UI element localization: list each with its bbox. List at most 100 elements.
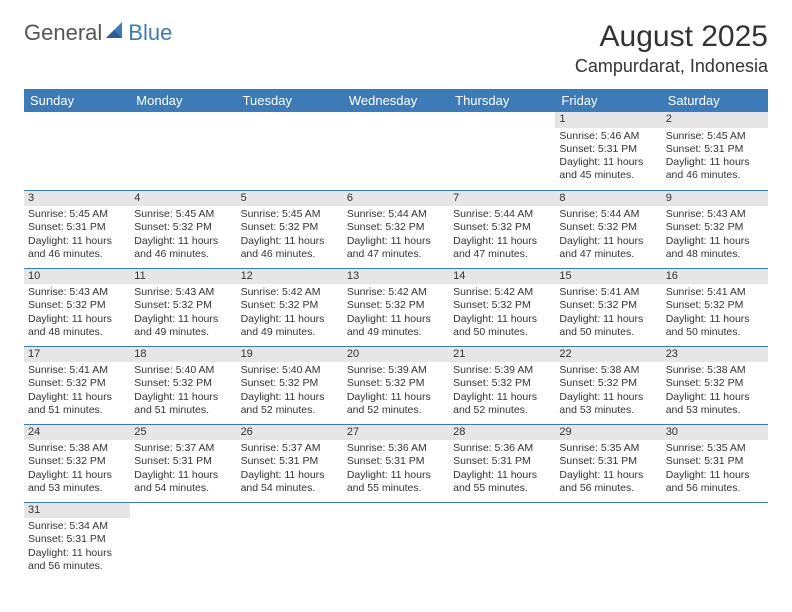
day-details: Sunrise: 5:40 AMSunset: 5:32 PMDaylight:…: [130, 362, 236, 421]
logo: General Blue: [24, 20, 172, 46]
daylight-line: Daylight: 11 hours and 55 minutes.: [453, 469, 551, 495]
day-details: Sunrise: 5:39 AMSunset: 5:32 PMDaylight:…: [449, 362, 555, 421]
sunrise-line: Sunrise: 5:39 AM: [453, 364, 551, 377]
sunset-line: Sunset: 5:31 PM: [28, 221, 126, 234]
sunset-line: Sunset: 5:32 PM: [453, 299, 551, 312]
sunrise-line: Sunrise: 5:41 AM: [666, 286, 764, 299]
daylight-line: Daylight: 11 hours and 53 minutes.: [28, 469, 126, 495]
calendar-cell: 6Sunrise: 5:44 AMSunset: 5:32 PMDaylight…: [343, 190, 449, 268]
logo-text-blue: Blue: [128, 20, 172, 46]
sunrise-line: Sunrise: 5:35 AM: [559, 442, 657, 455]
sunset-line: Sunset: 5:31 PM: [241, 455, 339, 468]
sunrise-line: Sunrise: 5:43 AM: [666, 208, 764, 221]
sunset-line: Sunset: 5:31 PM: [453, 455, 551, 468]
logo-text-general: General: [24, 20, 102, 46]
sunset-line: Sunset: 5:31 PM: [559, 143, 657, 156]
daylight-line: Daylight: 11 hours and 46 minutes.: [241, 235, 339, 261]
daylight-line: Daylight: 11 hours and 56 minutes.: [28, 547, 126, 573]
day-number: 21: [449, 347, 555, 363]
day-details: Sunrise: 5:42 AMSunset: 5:32 PMDaylight:…: [237, 284, 343, 343]
day-number: 30: [662, 425, 768, 441]
day-number: 28: [449, 425, 555, 441]
calendar-cell: 20Sunrise: 5:39 AMSunset: 5:32 PMDayligh…: [343, 346, 449, 424]
sunrise-line: Sunrise: 5:38 AM: [28, 442, 126, 455]
sunset-line: Sunset: 5:31 PM: [666, 143, 764, 156]
calendar-cell: [343, 502, 449, 580]
calendar-cell: 19Sunrise: 5:40 AMSunset: 5:32 PMDayligh…: [237, 346, 343, 424]
sunrise-line: Sunrise: 5:37 AM: [134, 442, 232, 455]
calendar-cell: 30Sunrise: 5:35 AMSunset: 5:31 PMDayligh…: [662, 424, 768, 502]
day-details: Sunrise: 5:44 AMSunset: 5:32 PMDaylight:…: [555, 206, 661, 265]
sunrise-line: Sunrise: 5:42 AM: [453, 286, 551, 299]
sunrise-line: Sunrise: 5:41 AM: [559, 286, 657, 299]
calendar-cell: 14Sunrise: 5:42 AMSunset: 5:32 PMDayligh…: [449, 268, 555, 346]
weekday-header: Wednesday: [343, 89, 449, 112]
sunset-line: Sunset: 5:31 PM: [666, 455, 764, 468]
day-details: Sunrise: 5:45 AMSunset: 5:31 PMDaylight:…: [662, 128, 768, 187]
day-number: 25: [130, 425, 236, 441]
day-details: Sunrise: 5:44 AMSunset: 5:32 PMDaylight:…: [449, 206, 555, 265]
sunset-line: Sunset: 5:32 PM: [453, 221, 551, 234]
header: General Blue August 2025 Campurdarat, In…: [24, 20, 768, 77]
weekday-row: SundayMondayTuesdayWednesdayThursdayFrid…: [24, 89, 768, 112]
day-number: 29: [555, 425, 661, 441]
calendar-table: SundayMondayTuesdayWednesdayThursdayFrid…: [24, 89, 768, 580]
calendar-cell: 25Sunrise: 5:37 AMSunset: 5:31 PMDayligh…: [130, 424, 236, 502]
calendar-cell: 26Sunrise: 5:37 AMSunset: 5:31 PMDayligh…: [237, 424, 343, 502]
sunset-line: Sunset: 5:32 PM: [666, 299, 764, 312]
daylight-line: Daylight: 11 hours and 50 minutes.: [453, 313, 551, 339]
sunset-line: Sunset: 5:32 PM: [241, 299, 339, 312]
sunset-line: Sunset: 5:32 PM: [241, 221, 339, 234]
sunset-line: Sunset: 5:32 PM: [134, 377, 232, 390]
day-number: 22: [555, 347, 661, 363]
day-details: Sunrise: 5:40 AMSunset: 5:32 PMDaylight:…: [237, 362, 343, 421]
sunset-line: Sunset: 5:32 PM: [347, 299, 445, 312]
calendar-cell: 22Sunrise: 5:38 AMSunset: 5:32 PMDayligh…: [555, 346, 661, 424]
calendar-week-row: 31Sunrise: 5:34 AMSunset: 5:31 PMDayligh…: [24, 502, 768, 580]
day-number: 18: [130, 347, 236, 363]
day-number: 11: [130, 269, 236, 285]
daylight-line: Daylight: 11 hours and 54 minutes.: [134, 469, 232, 495]
daylight-line: Daylight: 11 hours and 56 minutes.: [666, 469, 764, 495]
day-details: Sunrise: 5:38 AMSunset: 5:32 PMDaylight:…: [24, 440, 130, 499]
day-number: 12: [237, 269, 343, 285]
day-number: 24: [24, 425, 130, 441]
sunrise-line: Sunrise: 5:44 AM: [453, 208, 551, 221]
day-details: Sunrise: 5:38 AMSunset: 5:32 PMDaylight:…: [662, 362, 768, 421]
sunrise-line: Sunrise: 5:45 AM: [666, 130, 764, 143]
calendar-cell: 27Sunrise: 5:36 AMSunset: 5:31 PMDayligh…: [343, 424, 449, 502]
sunset-line: Sunset: 5:32 PM: [134, 221, 232, 234]
sunrise-line: Sunrise: 5:44 AM: [559, 208, 657, 221]
day-details: Sunrise: 5:41 AMSunset: 5:32 PMDaylight:…: [24, 362, 130, 421]
day-number: 10: [24, 269, 130, 285]
day-number: 1: [555, 112, 661, 128]
calendar-cell: 18Sunrise: 5:40 AMSunset: 5:32 PMDayligh…: [130, 346, 236, 424]
calendar-cell: 24Sunrise: 5:38 AMSunset: 5:32 PMDayligh…: [24, 424, 130, 502]
day-details: Sunrise: 5:36 AMSunset: 5:31 PMDaylight:…: [449, 440, 555, 499]
daylight-line: Daylight: 11 hours and 50 minutes.: [666, 313, 764, 339]
daylight-line: Daylight: 11 hours and 50 minutes.: [559, 313, 657, 339]
calendar-cell: [449, 112, 555, 190]
sunrise-line: Sunrise: 5:38 AM: [666, 364, 764, 377]
weekday-header: Sunday: [24, 89, 130, 112]
weekday-header: Saturday: [662, 89, 768, 112]
sunset-line: Sunset: 5:32 PM: [559, 299, 657, 312]
day-details: Sunrise: 5:41 AMSunset: 5:32 PMDaylight:…: [662, 284, 768, 343]
daylight-line: Daylight: 11 hours and 49 minutes.: [241, 313, 339, 339]
sunset-line: Sunset: 5:31 PM: [28, 533, 126, 546]
sunrise-line: Sunrise: 5:46 AM: [559, 130, 657, 143]
calendar-cell: 10Sunrise: 5:43 AMSunset: 5:32 PMDayligh…: [24, 268, 130, 346]
daylight-line: Daylight: 11 hours and 47 minutes.: [347, 235, 445, 261]
daylight-line: Daylight: 11 hours and 55 minutes.: [347, 469, 445, 495]
daylight-line: Daylight: 11 hours and 53 minutes.: [559, 391, 657, 417]
sunrise-line: Sunrise: 5:43 AM: [134, 286, 232, 299]
sunset-line: Sunset: 5:31 PM: [559, 455, 657, 468]
day-details: Sunrise: 5:41 AMSunset: 5:32 PMDaylight:…: [555, 284, 661, 343]
calendar-cell: 3Sunrise: 5:45 AMSunset: 5:31 PMDaylight…: [24, 190, 130, 268]
daylight-line: Daylight: 11 hours and 52 minutes.: [241, 391, 339, 417]
day-number: 15: [555, 269, 661, 285]
calendar-cell: [662, 502, 768, 580]
day-number: 19: [237, 347, 343, 363]
sunset-line: Sunset: 5:32 PM: [666, 377, 764, 390]
day-number: 2: [662, 112, 768, 128]
